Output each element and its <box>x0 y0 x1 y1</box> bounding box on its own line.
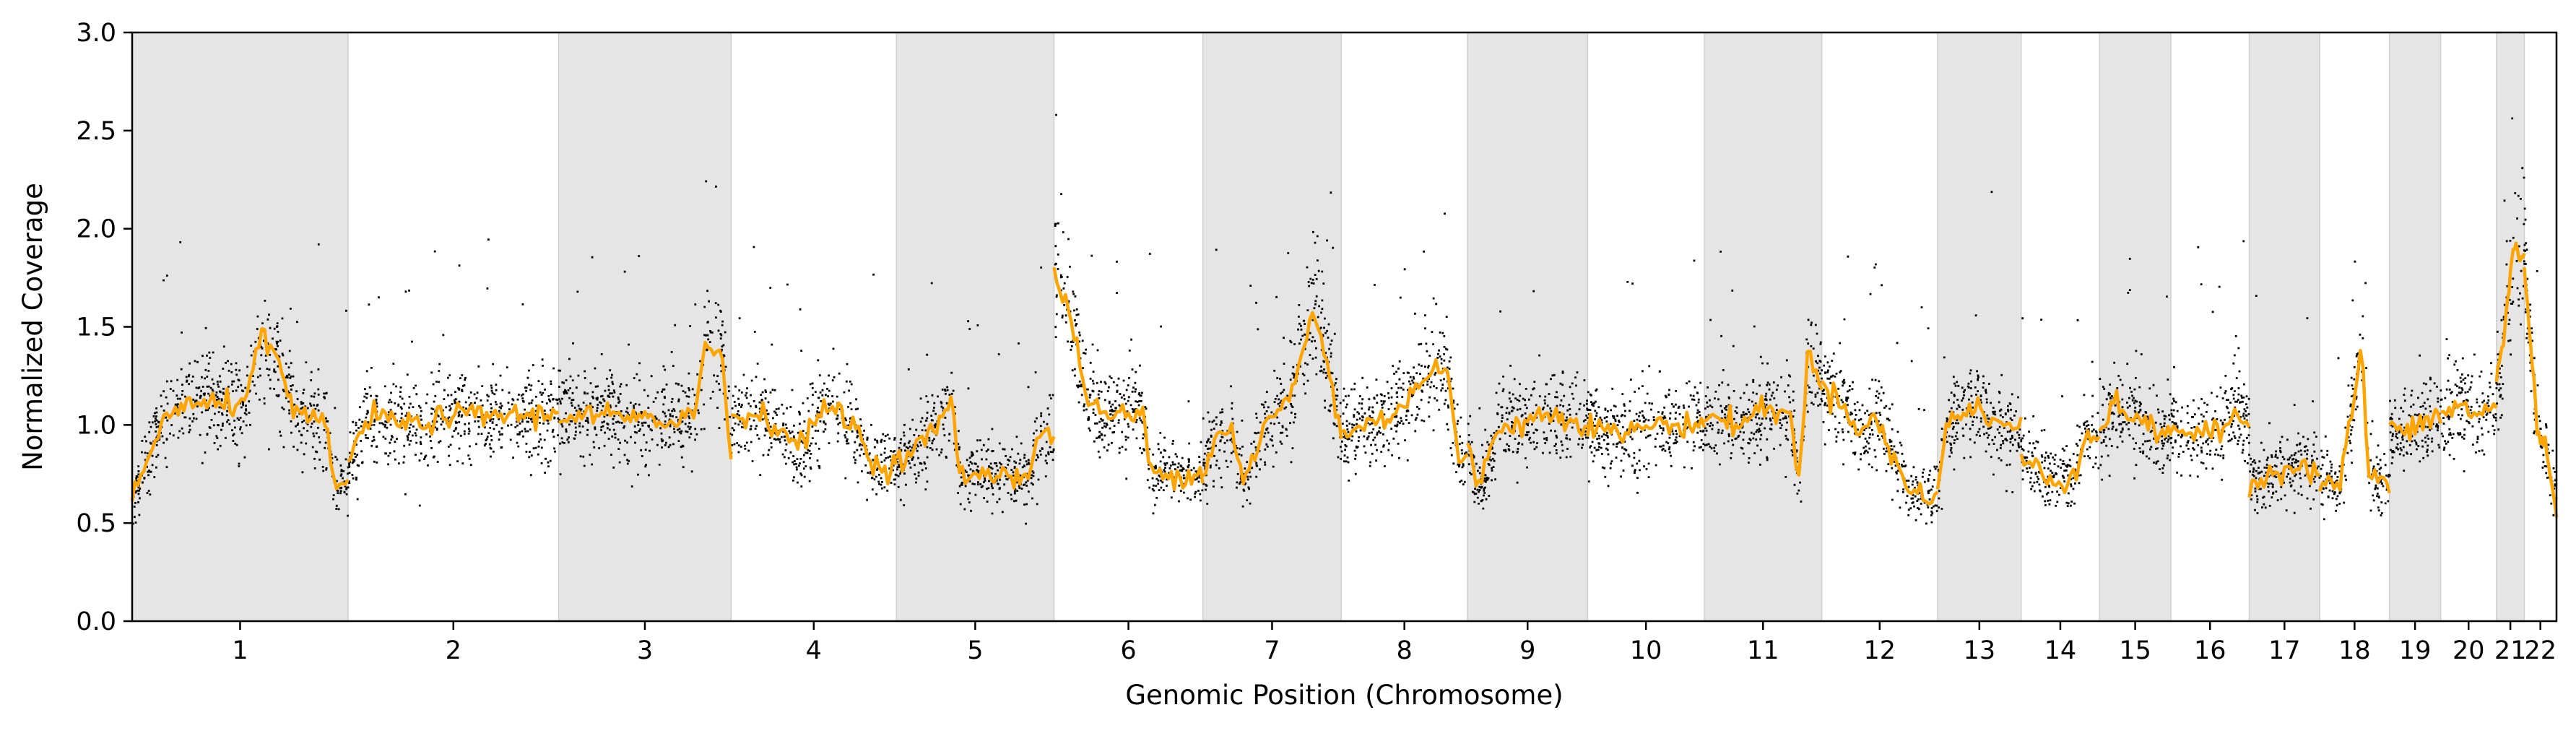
segment-line-15 <box>2098 389 2173 444</box>
segment-line-18 <box>2317 348 2391 494</box>
segment-line-1 <box>130 327 350 502</box>
x-tick-label-15: 15 <box>2119 636 2151 665</box>
chromosome-points-2 <box>348 238 560 507</box>
chromosome-band-11 <box>1704 32 1823 622</box>
coverage-dots-10 <box>1587 259 1705 494</box>
segment-line-10 <box>1586 410 1707 444</box>
segment-lines <box>130 241 2559 518</box>
chromosome-band-5 <box>895 32 1055 622</box>
segment-line-8 <box>1340 358 1469 464</box>
coverage-dots-16 <box>2170 240 2251 481</box>
coverage-dots-13 <box>1937 191 2023 510</box>
chromosome-band-19 <box>2388 32 2442 622</box>
segment-line-5 <box>895 395 1056 490</box>
chromosome-points-20 <box>2440 338 2498 472</box>
y-axis: 0.0 0.5 1.0 1.5 2.0 2.5 3.0 <box>76 19 132 636</box>
chromosome-points-10 <box>1587 259 1705 494</box>
chromosome-points-13 <box>1937 191 2023 510</box>
chromosome-points-8 <box>1341 212 1470 486</box>
segment-line-17 <box>2247 458 2320 498</box>
chromosome-band-9 <box>1467 32 1589 622</box>
x-tick-label-21: 21 <box>2494 636 2527 665</box>
x-tick-label-18: 18 <box>2338 636 2371 665</box>
chromosome-band-13 <box>1937 32 2022 622</box>
segment-line-11 <box>1703 350 1823 477</box>
x-tick-label-22: 22 <box>2524 636 2557 665</box>
coverage-dots-20 <box>2440 338 2498 472</box>
x-tick-label-10: 10 <box>1630 636 1662 665</box>
chromosome-points-16 <box>2170 240 2251 481</box>
y-axis-label: Normalized Coverage <box>17 183 48 471</box>
y-tick-label-0.5: 0.5 <box>76 509 116 538</box>
chromosome-points-14 <box>2021 317 2102 507</box>
x-tick-label-4: 4 <box>806 636 822 665</box>
segment-line-9 <box>1466 406 1589 488</box>
chromosome-points-6 <box>1054 113 1205 515</box>
coverage-points <box>131 113 2558 525</box>
x-axis-label: Genomic Position (Chromosome) <box>1125 680 1563 711</box>
segment-line-16 <box>2169 407 2251 444</box>
y-tick-label-1.0: 1.0 <box>76 411 116 440</box>
coverage-dots-2 <box>348 238 560 507</box>
y-tick-label-3.0: 3.0 <box>76 19 116 48</box>
chromosome-points-4 <box>731 246 898 501</box>
segment-line-4 <box>731 398 898 485</box>
x-tick-label-2: 2 <box>446 636 461 665</box>
y-tick-label-2.0: 2.0 <box>76 215 116 244</box>
chromosome-points-22 <box>2523 207 2558 516</box>
segment-line-12 <box>1820 380 1939 506</box>
coverage-dots-22 <box>2523 207 2558 516</box>
plot-frame <box>131 31 2558 623</box>
coverage-dots-8 <box>1341 212 1470 486</box>
y-tick-label-1.5: 1.5 <box>76 313 116 342</box>
y-tick-label-2.5: 2.5 <box>76 117 116 146</box>
chromosome-band-1 <box>131 32 349 622</box>
x-tick-label-19: 19 <box>2399 636 2432 665</box>
segment-line-20 <box>2440 399 2498 420</box>
chromosome-band-21 <box>2496 32 2525 622</box>
x-tick-label-5: 5 <box>967 636 983 665</box>
chromosome-band-3 <box>558 32 732 622</box>
segment-line-6 <box>1052 267 1205 491</box>
y-tick-label-0.0: 0.0 <box>76 607 116 636</box>
coverage-dots-4 <box>731 246 898 501</box>
segment-line-3 <box>558 340 733 459</box>
coverage-dots-14 <box>2021 317 2102 507</box>
x-tick-label-14: 14 <box>2044 636 2077 665</box>
x-tick-label-8: 8 <box>1397 636 1413 665</box>
x-tick-label-1: 1 <box>232 636 248 665</box>
x-tick-label-16: 16 <box>2194 636 2226 665</box>
x-tick-label-11: 11 <box>1747 636 1779 665</box>
segment-line-7 <box>1202 311 1343 486</box>
chromosome-band-17 <box>2248 32 2320 622</box>
chromosome-band-15 <box>2099 32 2172 622</box>
chromosome-shading <box>131 32 2525 622</box>
segment-line-13 <box>1935 396 2023 490</box>
x-tick-label-9: 9 <box>1519 636 1535 665</box>
segment-line-2 <box>347 399 560 463</box>
x-tick-label-20: 20 <box>2453 636 2485 665</box>
segment-line-14 <box>2019 429 2101 495</box>
segment-line-22 <box>2523 267 2559 518</box>
x-tick-label-12: 12 <box>1864 636 1896 665</box>
x-tick-label-6: 6 <box>1120 636 1136 665</box>
x-tick-label-17: 17 <box>2268 636 2301 665</box>
x-tick-label-3: 3 <box>637 636 653 665</box>
coverage-dots-6 <box>1054 113 1205 515</box>
segment-line-19 <box>2388 407 2442 442</box>
x-tick-label-7: 7 <box>1264 636 1280 665</box>
x-tick-label-13: 13 <box>1964 636 1996 665</box>
segment-line-21 <box>2494 241 2526 383</box>
